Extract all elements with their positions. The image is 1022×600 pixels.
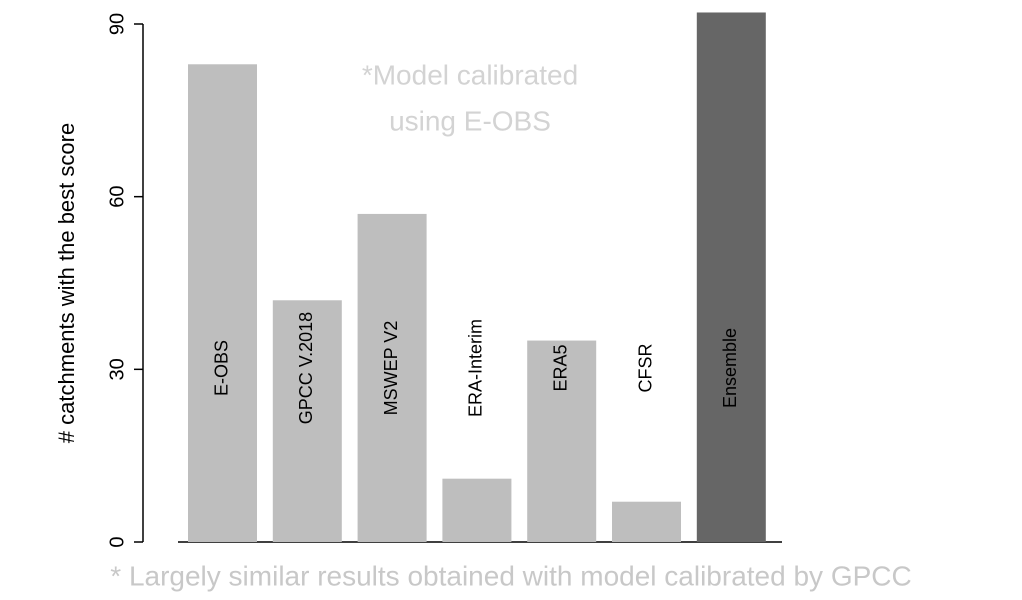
bar-label: Ensemble xyxy=(720,328,740,408)
bar xyxy=(442,478,512,542)
annotation: using E-OBS xyxy=(389,105,551,136)
bar-label: MSWEP V2 xyxy=(381,321,401,416)
bar xyxy=(272,300,342,542)
y-tick-label: 60 xyxy=(106,186,128,208)
bar xyxy=(696,12,766,542)
y-tick-label: 30 xyxy=(106,358,128,380)
bar xyxy=(357,213,427,542)
bar-label: GPCC V.2018 xyxy=(296,312,316,424)
y-axis-label: # catchments with the best score xyxy=(54,123,79,443)
bar-label: ERA5 xyxy=(550,344,570,391)
bar xyxy=(612,501,681,542)
annotation: *Model calibrated xyxy=(362,59,578,90)
y-tick-label: 0 xyxy=(106,536,128,547)
bar-label: ERA-Interim xyxy=(466,319,486,417)
y-tick-label: 90 xyxy=(106,13,128,35)
bar xyxy=(527,340,597,542)
footnote: * Largely similar results obtained with … xyxy=(110,560,911,591)
bar xyxy=(188,64,257,543)
bar-label: CFSR xyxy=(635,344,655,393)
bar-label: E-OBS xyxy=(211,340,231,396)
